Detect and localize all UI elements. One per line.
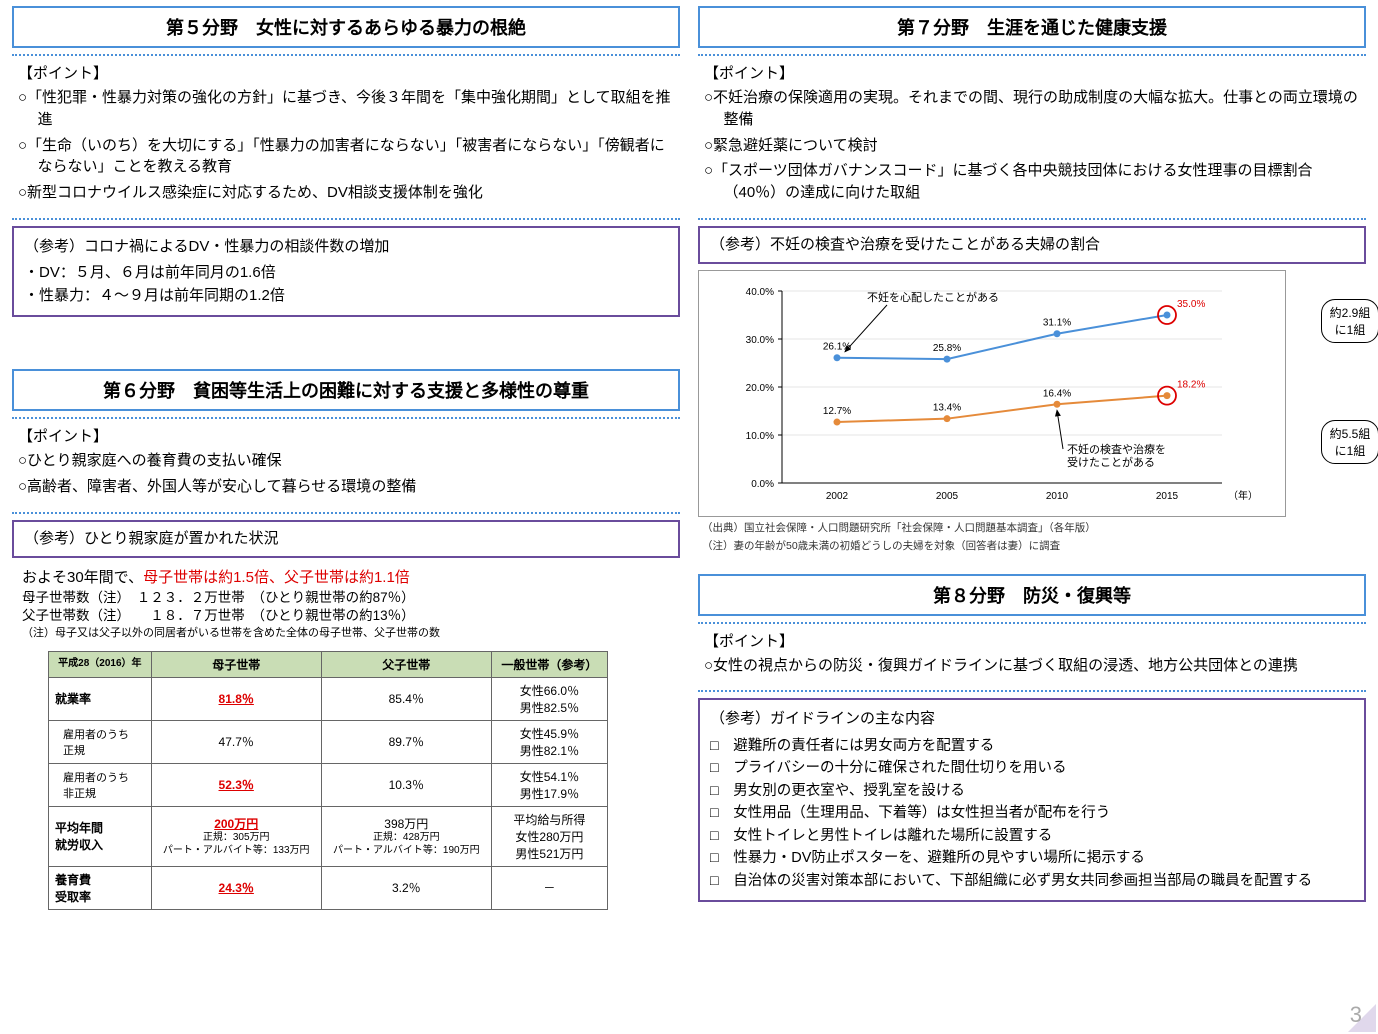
checklist-item: □ 自治体の災害対策本部において、下部組織に必ず男女共同参画担当部局の職員を配置… (710, 870, 1354, 892)
sec8-ref: （参考）ガイドラインの主な内容 □ 避難所の責任者には男女両方を配置する□ プラ… (698, 698, 1366, 902)
svg-text:2010: 2010 (1046, 491, 1069, 502)
summary-line: 父子世帯数（注） １８．７万世帯 （ひとり親世帯の約13％） (22, 607, 676, 625)
sec7-ref-title-box: （参考）不妊の検査や治療を受けたことがある夫婦の割合 (698, 226, 1366, 265)
svg-text:40.0%: 40.0% (746, 287, 774, 298)
list-item: ○「スポーツ団体ガバナンスコード」に基づく各中央競技団体における女性理事の目標割… (704, 160, 1360, 204)
sec6-summary-red: 母子世帯は約1.5倍、父子世帯は約1.1倍 (143, 569, 410, 586)
svg-text:10.0%: 10.0% (746, 431, 774, 442)
right-column: 第７分野 生涯を通じた健康支援 【ポイント】 ○不妊治療の保険適用の実現。それま… (698, 6, 1366, 910)
sec8-points: 【ポイント】 ○女性の視点からの防災・復興ガイドラインに基づく取組の浸透、地方公… (698, 622, 1366, 693)
table-row: 養育費受取率24.3％3.2％－ (49, 866, 608, 909)
chart-note: （注）妻の年齢が50歳未満の初婚どうしの夫婦を対象（回答者は妻）に調査 (702, 539, 1286, 553)
list-item: ・性暴力：４～９月は前年同期の1.2倍 (24, 285, 668, 308)
summary-line: （注）母子又は父子以外の同居者がいる世帯を含めた全体の母子世帯、父子世帯の数 (22, 626, 676, 641)
checklist-item: □ 男女別の更衣室や、授乳室を設ける (710, 780, 1354, 802)
sec8-title: 第８分野 防災・復興等 (698, 574, 1366, 616)
table-row: 就業率81.8％85.4％女性66.0％男性82.5％ (49, 677, 608, 720)
table-row: 雇用者のうち非正規52.3％10.3％女性54.1％男性17.9％ (49, 763, 608, 806)
list-item: ○ひとり親家庭への養育費の支払い確保 (18, 450, 674, 472)
sec5-title: 第５分野 女性に対するあらゆる暴力の根絶 (12, 6, 680, 48)
sec6-ref-title: （参考）ひとり親家庭が置かれた状況 (24, 530, 279, 547)
left-column: 第５分野 女性に対するあらゆる暴力の根絶 【ポイント】 ○「性犯罪・性暴力対策の… (12, 6, 680, 910)
sec6-table: 平成28（2016）年母子世帯父子世帯一般世帯（参考） 就業率81.8％85.4… (48, 651, 608, 910)
svg-text:（年）: （年） (1228, 489, 1258, 502)
checklist-item: □ 性暴力・DV防止ポスターを、避難所の見やすい場所に掲示する (710, 847, 1354, 869)
chart-callout: 約5.5組に1組 (1321, 420, 1378, 464)
svg-text:18.2%: 18.2% (1177, 380, 1205, 391)
sec6-title: 第６分野 貧困等生活上の困難に対する支援と多様性の尊重 (12, 369, 680, 411)
list-item: ○高齢者、障害者、外国人等が安心して暮らせる環境の整備 (18, 476, 674, 498)
svg-text:25.8%: 25.8% (933, 343, 961, 354)
page-number: 3 (1350, 1002, 1362, 1028)
sec5-points-label: 【ポイント】 (18, 62, 674, 83)
list-item: ・DV：５月、６月は前年同月の1.6倍 (24, 262, 668, 285)
svg-text:30.0%: 30.0% (746, 335, 774, 346)
svg-text:13.4%: 13.4% (933, 403, 961, 414)
sec6-points: 【ポイント】 ○ひとり親家庭への養育費の支払い確保 ○高齢者、障害者、外国人等が安… (12, 417, 680, 514)
svg-text:2005: 2005 (936, 491, 959, 502)
svg-text:12.7%: 12.7% (823, 406, 851, 417)
list-item: ○新型コロナウイルス感染症に対応するため、DV相談支援体制を強化 (18, 182, 674, 204)
sec5-ref-title: （参考）コロナ禍によるDV・性暴力の相談件数の増加 (24, 236, 668, 259)
sec8-points-label: 【ポイント】 (704, 630, 1360, 651)
svg-text:不妊を心配したことがある: 不妊を心配したことがある (867, 290, 999, 304)
list-item: ○不妊治療の保険適用の実現。それまでの間、現行の助成制度の大幅な拡大。仕事との両… (704, 87, 1360, 131)
chart-source: （出典）国立社会保障・人口問題研究所「社会保障・人口問題基本調査」（各年版） (702, 521, 1286, 535)
sec6-ref-title-box: （参考）ひとり親家庭が置かれた状況 (12, 520, 680, 559)
chart-callout: 約2.9組に1組 (1321, 299, 1378, 343)
list-item: ○「生命（いのち）を大切にする」「性暴力の加害者にならない」「被害者にならない」… (18, 135, 674, 179)
list-item: ○緊急避妊薬について検討 (704, 135, 1360, 157)
svg-text:不妊の検査や治療を: 不妊の検査や治療を (1067, 442, 1166, 456)
sec7-ref-title: （参考）不妊の検査や治療を受けたことがある夫婦の割合 (710, 236, 1100, 253)
table-row: 平均年間就労収入200万円正規：305万円パート・アルバイト等：133万円398… (49, 806, 608, 866)
sec5-ref: （参考）コロナ禍によるDV・性暴力の相談件数の増加 ・DV：５月、６月は前年同月… (12, 226, 680, 318)
sec5-points: 【ポイント】 ○「性犯罪・性暴力対策の強化の方針」に基づき、今後３年間を「集中強… (12, 54, 680, 220)
sec7-chart: 0.0% 10.0% 20.0% 30.0% 40.0% 2002 2005 2010 2015… (698, 270, 1286, 517)
sec7-title: 第７分野 生涯を通じた健康支援 (698, 6, 1366, 48)
checklist-item: □ 女性トイレと男性トイレは離れた場所に設置する (710, 825, 1354, 847)
sec6-points-label: 【ポイント】 (18, 425, 674, 446)
svg-text:20.0%: 20.0% (746, 383, 774, 394)
svg-text:26.1%: 26.1% (823, 342, 851, 353)
svg-text:2015: 2015 (1156, 491, 1179, 502)
summary-line: 母子世帯数（注） １２３．２万世帯 （ひとり親世帯の約87％） (22, 589, 676, 607)
checklist-item: □ プライバシーの十分に確保された間仕切りを用いる (710, 757, 1354, 779)
sec8-ref-title: （参考）ガイドラインの主な内容 (710, 708, 1354, 731)
list-item: ○女性の視点からの防災・復興ガイドラインに基づく取組の浸透、地方公共団体との連携 (704, 655, 1360, 677)
list-item: ○「性犯罪・性暴力対策の強化の方針」に基づき、今後３年間を「集中強化期間」として… (18, 87, 674, 131)
checklist-item: □ 避難所の責任者には男女両方を配置する (710, 735, 1354, 757)
checklist-item: □ 女性用品（生理用品、下着等）は女性担当者が配布を行う (710, 802, 1354, 824)
sec7-points: 【ポイント】 ○不妊治療の保険適用の実現。それまでの間、現行の助成制度の大幅な拡… (698, 54, 1366, 220)
svg-text:受けたことがある: 受けたことがある (1067, 455, 1155, 469)
svg-text:0.0%: 0.0% (751, 479, 774, 490)
svg-text:2002: 2002 (826, 491, 849, 502)
sec7-points-label: 【ポイント】 (704, 62, 1360, 83)
svg-text:31.1%: 31.1% (1043, 318, 1071, 329)
svg-text:35.0%: 35.0% (1177, 299, 1205, 310)
table-row: 雇用者のうち正規47.7％89.7％女性45.9％男性82.1％ (49, 720, 608, 763)
sec6-summary-prefix: およそ30年間で、 (22, 569, 143, 586)
svg-text:16.4%: 16.4% (1043, 389, 1071, 400)
